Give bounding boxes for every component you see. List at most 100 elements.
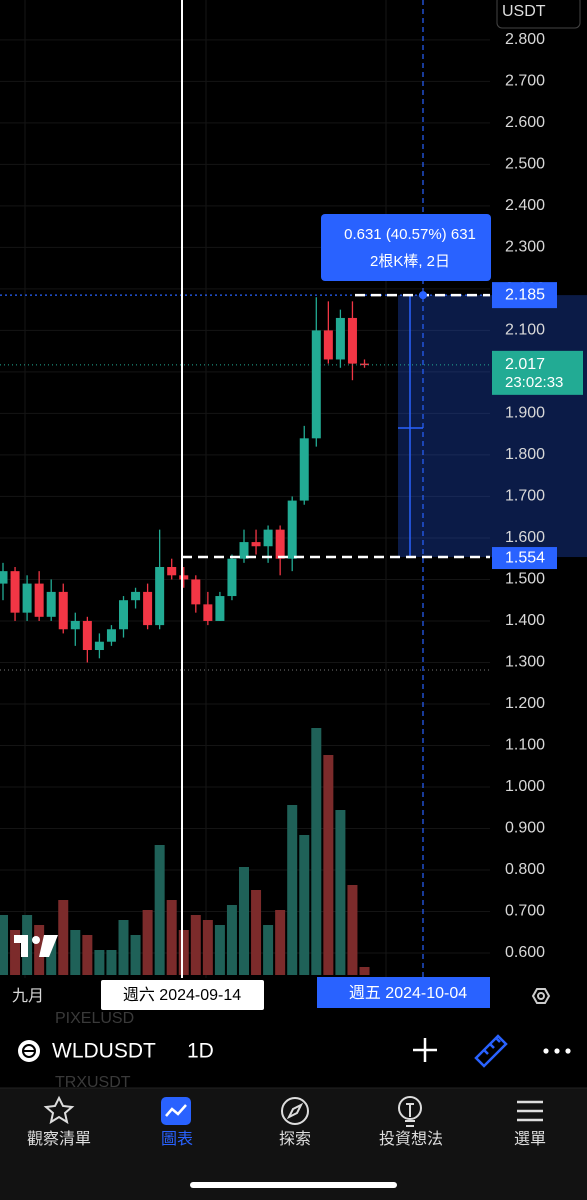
- interval[interactable]: 1D: [187, 1040, 214, 1063]
- y-tick-label: 1.600: [505, 529, 545, 546]
- candle-body: [335, 317, 345, 360]
- tab-label[interactable]: 觀察清單: [27, 1130, 91, 1148]
- tab-label[interactable]: 選單: [514, 1130, 546, 1148]
- measure-area-axis: [490, 295, 587, 558]
- volume-bar: [82, 935, 93, 975]
- y-tick-label: 0.700: [505, 903, 545, 920]
- upper-price-badge: [492, 282, 557, 309]
- add-button[interactable]: [413, 1038, 437, 1062]
- last-price-label: 2.017: [505, 356, 545, 373]
- candle-body: [179, 575, 189, 580]
- volume-bar: [239, 867, 249, 975]
- symbol-icon: [18, 1040, 40, 1062]
- volume-bar: [202, 920, 213, 975]
- y-tick-label: 1.000: [505, 778, 545, 795]
- tv-logo: [14, 935, 58, 957]
- measure-end-date: 週五 2024-10-04: [349, 984, 467, 1002]
- time-axis: [0, 978, 587, 1012]
- countdown: 23:02:33: [505, 374, 563, 391]
- volume-bar: [226, 905, 237, 975]
- volume-bar: [251, 890, 262, 975]
- candle-body: [287, 500, 297, 559]
- candle-body: [167, 566, 177, 576]
- more-button[interactable]: [543, 1048, 571, 1054]
- measure-info-box: [321, 214, 491, 281]
- volume-bar: [347, 885, 358, 975]
- candle-body: [94, 641, 104, 651]
- currency[interactable]: USDT: [502, 3, 546, 20]
- volume-bar: [130, 935, 141, 975]
- candle-body: [191, 579, 201, 605]
- y-tick-label: 1.700: [505, 488, 545, 505]
- tab-bar: [0, 1088, 587, 1200]
- volume-bar: [34, 925, 45, 975]
- candle-body: [347, 317, 357, 364]
- volume-bar: [359, 967, 370, 975]
- tab-icon-menu: [517, 1100, 543, 1122]
- volume-bar: [154, 845, 165, 975]
- y-tick-label: 1.300: [505, 654, 545, 671]
- y-tick-label: 2.400: [505, 197, 545, 214]
- candle-body: [215, 596, 225, 621]
- tab-icon-ideas: [398, 1096, 422, 1127]
- candle-body: [227, 558, 237, 597]
- candle-body: [70, 620, 80, 630]
- volume-bar: [118, 920, 129, 975]
- volume-bars: [0, 728, 370, 975]
- volume-bar: [106, 950, 117, 975]
- candle-body: [299, 438, 309, 501]
- grid-verticals: [24, 0, 387, 980]
- volume-bar: [299, 835, 310, 975]
- tab-label[interactable]: 投資想法: [379, 1130, 443, 1148]
- volume-bar: [0, 915, 8, 975]
- y-tick-label: 2.300: [505, 239, 545, 256]
- y-tick-label: 1.500: [505, 571, 545, 588]
- y-tick-label: 2.500: [505, 156, 545, 173]
- candle-body: [131, 591, 141, 601]
- symbol[interactable]: WLDUSDT: [52, 1040, 156, 1063]
- settings-icon[interactable]: [531, 988, 551, 1004]
- ruler-button[interactable]: [474, 1034, 508, 1068]
- volume-bar: [58, 900, 69, 975]
- candles: [0, 297, 369, 663]
- candle-body: [46, 591, 56, 617]
- upper-price-label: 2.185: [505, 286, 545, 303]
- tab-label-active[interactable]: 圖表: [161, 1130, 193, 1148]
- y-tick-label: 2.100: [505, 322, 545, 339]
- candle-body: [311, 330, 321, 439]
- y-tick-label: 1.200: [505, 695, 545, 712]
- month-label: 九月: [12, 987, 44, 1005]
- currency-box: [496, 0, 581, 29]
- overlays: 0.631 (40.57%) 631 2根K棒, 2日: [0, 0, 587, 1012]
- candle-body: [58, 591, 68, 630]
- home-indicator: [190, 1182, 397, 1188]
- tab-label[interactable]: 探索: [279, 1130, 311, 1148]
- tab-icon-chart-line: [165, 1104, 187, 1117]
- candle-body: [143, 591, 153, 626]
- candle-body: [275, 529, 285, 559]
- candle-body: [323, 330, 333, 360]
- volume-bar: [46, 935, 57, 975]
- volume-bar: [263, 925, 274, 975]
- y-tick-label: 1.100: [505, 737, 545, 754]
- volume-bar: [166, 900, 177, 975]
- crosshair-date-box: [101, 980, 264, 1010]
- volume-bar: [287, 805, 298, 975]
- measure-handle: [419, 291, 427, 300]
- candle-body: [10, 571, 20, 613]
- candle-body: [34, 583, 44, 617]
- lower-price-label: 1.554: [505, 549, 545, 566]
- measure-info-line: 0.631 (40.57%) 631: [344, 226, 476, 243]
- y-tick-label: 2.700: [505, 73, 545, 90]
- crosshair-date: 週六 2024-09-14: [123, 986, 241, 1004]
- volume-bar: [214, 925, 225, 975]
- candle-body: [119, 600, 128, 630]
- measure-area: [398, 295, 490, 558]
- measure-end-date-box: [317, 977, 490, 1008]
- volume-bar: [311, 728, 322, 975]
- tab-icon-watchlist: [43, 1095, 75, 1125]
- candle-body: [106, 629, 116, 642]
- measure-info-line: 2根K棒, 2日: [370, 253, 450, 270]
